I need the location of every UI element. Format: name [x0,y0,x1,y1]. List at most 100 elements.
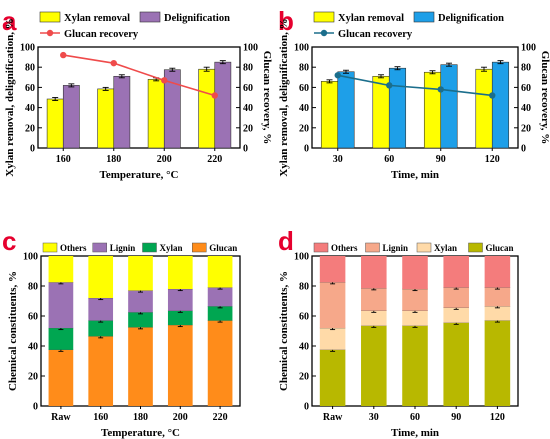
legend-swatch [313,242,329,253]
stack-segment-others [88,256,114,298]
stack-segment-xylan [88,320,114,337]
y2-tick-label: 60 [243,83,253,94]
stack-segment-lignin [402,289,428,311]
bar-delignification [440,64,458,149]
x-tick-label: 30 [369,412,379,423]
stack-segment-xylan [484,306,511,321]
x-tick-label: 60 [410,412,420,423]
y2-tick-label: 20 [243,123,253,134]
bar-xylan-removal [423,71,442,149]
stack-segment-glucan [128,327,153,406]
y2-tick-label: 20 [521,123,531,134]
y-tick-label: 60 [299,83,309,94]
point-glucan-recovery [334,72,341,79]
y-tick-label: 40 [299,103,309,114]
y-tick-label: 100 [294,43,309,54]
bar-xylan-removal [147,79,165,149]
legend-marker [320,29,328,37]
y-tick-label: 100 [23,252,38,263]
stack-segment-glucan [167,325,193,406]
stack-segment-xylan [167,310,193,325]
stack-segment-others [48,256,74,283]
y2-tick-label: 40 [521,103,531,114]
x-tick-label: 200 [173,412,188,423]
y-tick-label: 60 [25,83,35,94]
panel-d: d 0 20 40 60 80 100 Raw 30 60 90 120 Time, min Chemic… [278,226,519,439]
panel-a: a 0 20 40 60 80 100 0 20 40 60 80 100 160 180 200 220 Tem… [2,6,273,181]
stack-segment-xylan [443,307,469,323]
stack-segment-glucan [319,349,346,406]
legend: Xylan removal Delignification Glucan recov… [313,11,504,40]
y-tick-label: 100 [294,252,309,263]
stack-segment-others [128,256,153,291]
stack-segment-glucan [443,322,469,406]
x-tick-label: 30 [333,154,343,165]
x-tick-label: 160 [56,154,71,165]
bar-xylan-removal [475,68,493,149]
stack-segment-lignin [361,288,387,311]
y-tick-label: 100 [20,43,35,54]
legend-swatch [313,11,335,23]
point-glucan-recovery [161,77,168,84]
panel-letter: b [278,6,294,36]
x-axis-title: Temperature, °C [100,169,179,181]
y-tick-label: 0 [304,402,309,413]
stack-segment-lignin [319,282,346,328]
x-tick-label: 120 [485,154,500,165]
y-tick-label: 20 [25,123,35,134]
bar-xylan-removal [198,68,216,149]
stack-segment-glucan [207,320,233,406]
x-tick-label: 200 [157,154,172,165]
legend: Others Lignin Xylan Glucan [313,242,514,253]
panel-c: c 0 20 40 60 80 100 Raw 160 180 200 220 Temperature,… [2,226,241,439]
y-tick-label: 0 [30,144,35,155]
x-axis-title: Temperature, °C [101,427,180,439]
line-glucan-recovery [63,54,215,97]
x-tick-label: 90 [451,412,461,423]
point-glucan-recovery [437,86,444,93]
panel-letter: c [2,226,16,256]
stack-segment-others [484,256,511,288]
bar-delignification [337,71,355,149]
y2-tick-label: 40 [243,103,253,114]
x-tick-label: 220 [213,412,228,423]
legend-label: Xylan [160,243,183,253]
stack-segment-xylan [402,310,428,326]
x-tick-label: 120 [490,412,505,423]
legend-label: Glucan [486,243,514,253]
x-axis-title: Time, min [391,427,439,439]
y-tick-label: 80 [299,63,309,74]
y2-tick-label: 80 [243,63,253,74]
stack-segment-glucan [484,320,511,406]
stack-segment-lignin [88,298,114,321]
y-tick-label: 20 [299,372,309,383]
stack-segment-others [402,256,428,289]
stack-segment-xylan [48,328,74,350]
legend-label: Glucan recovery [338,29,413,40]
stack-segment-glucan [402,325,428,406]
legend-label: Lignin [383,243,409,253]
legend-label: Others [331,243,358,253]
x-tick-label: 180 [106,154,121,165]
legend-swatch [365,242,380,253]
stack-segment-xylan [128,312,153,328]
y2-tick-label: 60 [521,83,531,94]
legend: Others Lignin Xylan Glucan [42,242,237,253]
legend-label: Xylan removal [64,13,130,24]
y2-axis-title: Glucan recovery, % [261,51,273,145]
stack-segment-lignin [207,287,233,307]
y-axis-title: Xylan removal, delignification, % [4,18,16,176]
y-tick-label: 20 [299,123,309,134]
stack-segment-glucan [48,349,74,406]
y-tick-label: 80 [28,282,38,293]
legend-marker [46,29,54,37]
y2-tick-label: 0 [243,144,248,155]
panel-letter: d [278,226,294,256]
legend-label: Glucan [209,243,237,253]
point-glucan-recovery [110,59,117,67]
bar-xylan-removal [320,81,339,149]
legend-label: Delignification [164,13,230,24]
stack-segment-lignin [48,282,74,328]
bar-xylan-removal [97,88,115,149]
x-tick-label: 220 [207,154,222,165]
